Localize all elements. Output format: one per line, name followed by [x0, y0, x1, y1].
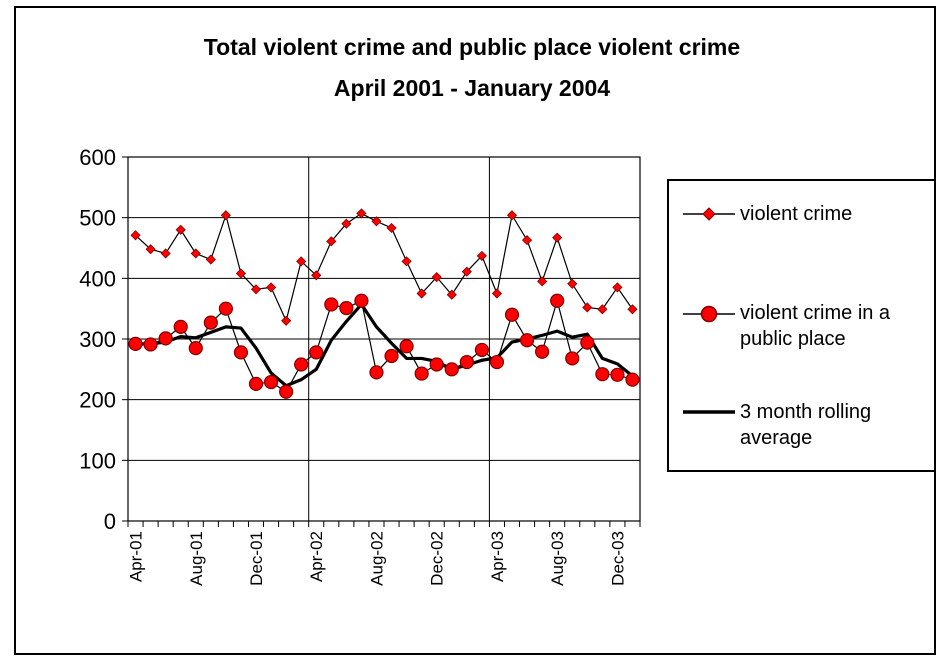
data-point-public-place — [535, 344, 550, 359]
data-point-violent-crime — [220, 210, 231, 221]
data-point-violent-crime — [250, 284, 262, 295]
data-point-public-place — [203, 315, 218, 330]
x-tick-label: Apr-01 — [127, 531, 146, 582]
data-point-violent-crime — [567, 278, 578, 289]
series-line-public-place — [135, 298, 633, 393]
x-tick-label: Aug-02 — [367, 531, 386, 586]
data-point-public-place — [550, 293, 565, 308]
data-point-public-place — [354, 293, 369, 308]
data-point-public-place — [188, 341, 203, 356]
chart-title-line-2: April 2001 - January 2004 — [333, 75, 611, 101]
data-point-public-place — [294, 357, 309, 372]
y-tick-label: 600 — [79, 145, 116, 170]
data-point-violent-crime — [401, 256, 412, 267]
diamond-marker-icon — [683, 207, 735, 221]
data-point-violent-crime — [446, 289, 457, 300]
x-tick-label: Dec-02 — [428, 531, 447, 586]
data-point-violent-crime — [627, 304, 638, 315]
data-point-violent-crime — [341, 218, 352, 229]
data-point-public-place — [595, 367, 610, 382]
data-point-violent-crime — [386, 222, 397, 234]
data-point-violent-crime — [521, 235, 533, 246]
data-point-violent-crime — [582, 302, 593, 313]
data-point-public-place — [324, 297, 339, 312]
chart-title-line-1: Total violent crime and public place vio… — [203, 34, 741, 60]
data-point-violent-crime — [371, 216, 382, 227]
data-point-violent-crime — [265, 282, 277, 293]
data-point-public-place — [279, 384, 294, 399]
x-tick-label: Dec-03 — [608, 531, 627, 586]
data-point-public-place — [580, 335, 595, 350]
data-point-public-place — [610, 367, 625, 382]
data-point-violent-crime — [552, 232, 563, 243]
data-point-violent-crime — [597, 304, 608, 315]
data-point-violent-crime — [461, 266, 472, 277]
data-point-public-place — [248, 376, 264, 391]
data-point-public-place — [504, 307, 520, 322]
y-tick-label: 500 — [79, 206, 116, 231]
x-tick-label: Aug-01 — [187, 531, 206, 586]
legend-label: violent crime — [740, 203, 853, 225]
line-marker-icon — [683, 410, 735, 414]
data-point-public-place — [459, 354, 474, 370]
series-line-rolling-average — [135, 302, 634, 388]
data-point-public-place — [233, 345, 249, 360]
data-point-violent-crime — [190, 248, 201, 259]
series-line-violent-crime — [135, 212, 633, 323]
data-point-violent-crime — [416, 288, 427, 299]
data-point-violent-crime — [311, 270, 322, 281]
data-point-violent-crime — [205, 254, 216, 265]
y-tick-label: 300 — [79, 327, 116, 352]
data-point-violent-crime — [491, 288, 503, 299]
data-point-violent-crime — [537, 276, 548, 287]
data-point-public-place — [339, 300, 354, 316]
data-point-public-place — [218, 301, 233, 316]
data-point-violent-crime — [431, 272, 442, 283]
y-tick-label: 0 — [104, 509, 116, 534]
data-point-violent-crime — [356, 208, 367, 219]
data-point-violent-crime — [130, 230, 141, 241]
data-point-violent-crime — [506, 210, 518, 221]
x-tick-label: Apr-02 — [307, 531, 326, 582]
data-point-violent-crime — [476, 250, 487, 261]
data-point-public-place — [519, 333, 535, 348]
data-point-public-place — [429, 357, 444, 372]
data-point-violent-crime — [175, 224, 186, 235]
data-point-violent-crime — [326, 236, 337, 247]
data-point-violent-crime — [235, 268, 247, 279]
data-point-public-place — [128, 336, 143, 351]
data-point-public-place — [399, 339, 414, 354]
y-tick-label: 200 — [79, 388, 116, 413]
data-point-public-place — [625, 372, 640, 387]
data-point-public-place — [309, 345, 324, 360]
data-point-violent-crime — [296, 256, 307, 267]
x-tick-label: Dec-01 — [247, 531, 266, 586]
x-tick-label: Aug-03 — [548, 531, 567, 586]
legend-label: violent crime in a public place — [740, 302, 891, 350]
y-tick-label: 400 — [79, 266, 116, 291]
x-tick-label: Apr-03 — [488, 531, 507, 582]
data-point-public-place — [143, 337, 158, 352]
data-point-violent-crime — [612, 282, 623, 293]
data-point-violent-crime — [160, 248, 171, 259]
legend-label: 3 month rolling average — [740, 401, 872, 449]
data-point-public-place — [173, 319, 188, 334]
data-point-public-place — [369, 365, 384, 380]
chart-legend: violent crime violent crime in a public … — [667, 179, 936, 472]
data-point-public-place — [263, 374, 279, 390]
data-point-public-place — [474, 342, 489, 358]
data-point-public-place — [384, 348, 399, 364]
y-tick-label: 100 — [79, 448, 116, 473]
data-point-violent-crime — [145, 244, 156, 255]
data-point-public-place — [565, 351, 580, 366]
data-point-violent-crime — [281, 315, 292, 326]
data-point-public-place — [489, 354, 505, 370]
data-point-public-place — [444, 362, 459, 377]
circle-marker-icon — [683, 305, 735, 323]
data-point-public-place — [158, 331, 173, 346]
data-point-public-place — [414, 366, 429, 381]
